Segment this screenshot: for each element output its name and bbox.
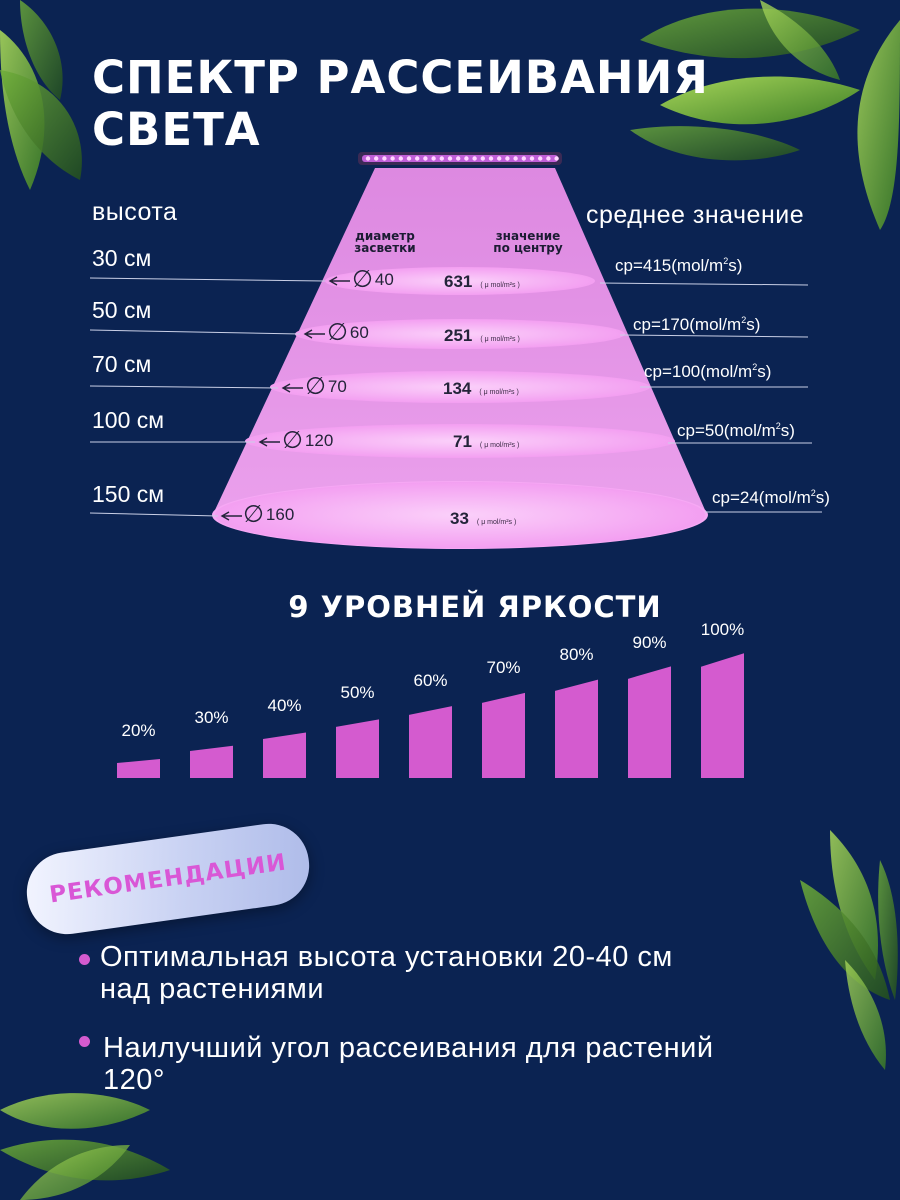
average-value: cp=50(mol/m2s) <box>677 421 795 440</box>
led-dot <box>488 156 494 161</box>
led-dot <box>365 156 371 161</box>
average-value: cp=415(mol/m2s) <box>615 256 743 275</box>
brightness-bar <box>482 692 525 778</box>
recommendation-line: Оптимальная высота установки 20-40 см <box>100 941 673 973</box>
page-title: СПЕКТР РАССЕИВАНИЯ СВЕТА <box>92 51 709 156</box>
led-dot <box>431 156 436 161</box>
diameter-value: ∅ 40 <box>352 266 394 293</box>
center-value: 71( μ mol/m²s ) <box>453 432 520 451</box>
led-dot <box>398 156 403 161</box>
led-dot <box>374 156 379 161</box>
recommendations-label: РЕКОМЕНДАЦИИ <box>47 849 289 909</box>
center-value: 33( μ mol/m²s ) <box>450 509 517 528</box>
led-dot <box>521 156 526 161</box>
led-dot <box>423 156 428 161</box>
brightness-bars <box>117 653 744 778</box>
center-value: 134( μ mol/m²s ) <box>443 379 519 398</box>
leaf-bottom-left-icon <box>0 1093 170 1200</box>
bullet-dot-icon <box>79 954 90 965</box>
led-dot <box>513 156 518 161</box>
led-dot <box>538 156 543 161</box>
height-label-50: 50 см <box>92 297 152 323</box>
led-dot <box>415 156 420 161</box>
brightness-percent-label: 70% <box>486 657 521 677</box>
led-dot <box>464 156 469 161</box>
center-value: 631( μ mol/m²s ) <box>444 272 520 291</box>
brightness-percent-label: 40% <box>267 695 302 715</box>
height-label-70: 70 см <box>92 351 152 377</box>
led-dot <box>480 156 485 161</box>
diameter-header: диаметр засветки <box>354 229 416 255</box>
recommendation-item: Наилучший угол рассеивания для растений … <box>103 1032 863 1096</box>
led-dot <box>554 156 559 161</box>
diameter-value: ∅ 60 <box>327 319 369 346</box>
led-dot <box>382 156 387 161</box>
recommendation-item: Оптимальная высота установки 20-40 см на… <box>100 941 860 1005</box>
leaf-top-left-icon <box>0 0 82 190</box>
brightness-bar <box>263 732 306 778</box>
average-column-header: среднее значение <box>586 201 805 229</box>
diameter-value: ∅ 120 <box>282 427 334 454</box>
led-dots <box>365 156 559 161</box>
average-value: cp=170(mol/m2s) <box>633 315 761 334</box>
brightness-percent-label: 100% <box>700 620 745 639</box>
average-value: cp=24(mol/m2s) <box>712 488 830 507</box>
center-value-header: значение по центру <box>493 229 563 255</box>
led-dot <box>390 156 395 161</box>
brightness-percent-label: 60% <box>413 670 448 690</box>
brightness-bar <box>701 653 744 778</box>
leaf-bottom-right-icon <box>800 830 898 1070</box>
bullet-dot-icon <box>79 1036 90 1047</box>
brightness-bar <box>190 745 233 778</box>
led-dot <box>472 156 477 161</box>
led-dot <box>447 156 453 161</box>
brightness-bar <box>409 706 452 778</box>
leaf-top-right-icon <box>630 0 900 230</box>
arrow-icons <box>220 276 350 521</box>
height-label-150: 150 см <box>92 481 165 507</box>
recommendation-line: над растениями <box>100 973 325 1005</box>
led-dot <box>497 156 502 161</box>
diameter-value: ∅ 70 <box>305 373 347 400</box>
brightness-bar <box>555 679 598 778</box>
brightness-bar <box>336 719 379 778</box>
led-dot <box>406 156 412 161</box>
average-value: cp=100(mol/m2s) <box>644 362 772 381</box>
led-dot <box>546 156 551 161</box>
led-dot <box>505 156 510 161</box>
recommendation-line: 120° <box>103 1064 165 1096</box>
brightness-bar <box>628 666 671 778</box>
leader-lines <box>89 277 822 517</box>
center-value: 251( μ mol/m²s ) <box>444 326 520 345</box>
recommendation-line: Наилучший угол рассеивания для растений <box>103 1032 714 1064</box>
brightness-percent-label: 90% <box>632 632 667 652</box>
brightness-levels-title: 9 УРОВНЕЙ ЯРКОСТИ <box>288 590 662 624</box>
brightness-percent-label: 80% <box>559 645 594 665</box>
brightness-bar <box>117 759 160 778</box>
led-dot <box>456 156 461 161</box>
height-label-30: 30 см <box>92 245 152 271</box>
led-dot <box>529 156 535 161</box>
brightness-percent-label: 30% <box>194 708 229 728</box>
height-label-100: 100 см <box>92 407 165 433</box>
led-dot <box>439 156 444 161</box>
light-beam-cone <box>212 168 708 549</box>
brightness-percent-label: 50% <box>340 683 375 703</box>
height-column-header: высота <box>92 198 178 226</box>
diameter-value: ∅ 160 <box>243 501 295 528</box>
brightness-percent-label: 20% <box>121 721 156 740</box>
